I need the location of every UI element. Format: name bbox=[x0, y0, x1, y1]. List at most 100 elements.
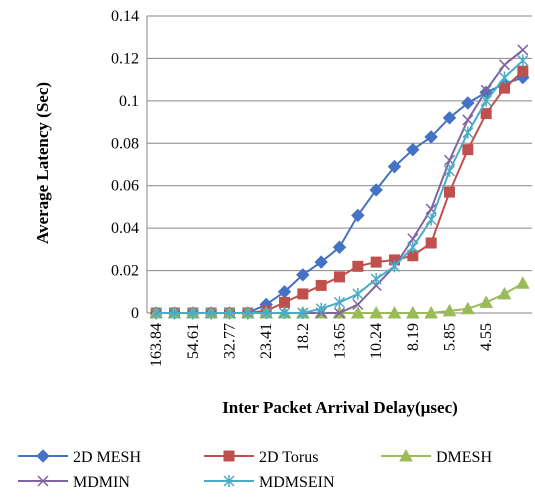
data-point-2d-torus bbox=[315, 279, 327, 291]
legend-label: 2D MESH bbox=[73, 449, 141, 466]
legend-marker bbox=[223, 475, 235, 487]
data-point-mdmsein bbox=[297, 307, 309, 319]
data-point-mdmsein bbox=[370, 273, 382, 286]
data-point-2d-mesh bbox=[406, 142, 420, 157]
x-tick-label: 163.84 bbox=[148, 323, 165, 367]
legend-marker bbox=[36, 449, 50, 463]
data-point-2d-mesh bbox=[296, 268, 310, 282]
x-tick-label: 32.77 bbox=[222, 323, 239, 359]
legend-item-2d-torus: 2D Torus bbox=[204, 449, 318, 466]
x-tick-label: 18.2 bbox=[295, 323, 312, 351]
data-point-2d-torus bbox=[517, 65, 529, 77]
legend: 2D MESH 2D Torus DMESH MDMIN MDMSEIN bbox=[18, 448, 492, 491]
data-point-mdmsein bbox=[517, 54, 529, 67]
legend-marker bbox=[399, 448, 413, 462]
x-tick-label: 10.24 bbox=[368, 323, 385, 359]
y-tick-label: 0.02 bbox=[111, 263, 139, 280]
y-tick-label: 0.04 bbox=[111, 220, 139, 237]
y-axis-title: Average Latency (Sec) bbox=[33, 82, 52, 244]
data-point-dmesh bbox=[387, 305, 402, 319]
data-point-2d-torus bbox=[425, 237, 437, 249]
data-point-mdmin bbox=[480, 84, 492, 96]
legend-item-mdmin: MDMIN bbox=[18, 474, 130, 491]
gridlines bbox=[147, 15, 532, 314]
data-point-2d-torus bbox=[297, 288, 309, 300]
data-point-mdmsein bbox=[168, 307, 181, 319]
data-point-2d-torus bbox=[480, 108, 492, 120]
data-point-2d-mesh bbox=[314, 255, 328, 269]
y-tick-label: 0.08 bbox=[111, 135, 139, 152]
data-point-mdmin bbox=[352, 298, 364, 311]
data-point-mdmsein bbox=[205, 307, 217, 319]
legend-marker bbox=[223, 450, 235, 462]
data-point-dmesh bbox=[350, 305, 365, 319]
x-tick-label: 5.85 bbox=[442, 323, 459, 351]
data-point-dmesh bbox=[442, 303, 457, 317]
y-tick-label: 0.12 bbox=[111, 50, 139, 67]
data-point-mdmsein bbox=[462, 126, 474, 139]
data-point-mdmsein bbox=[498, 71, 511, 84]
series-group bbox=[149, 44, 530, 320]
data-point-mdmin bbox=[498, 59, 511, 71]
data-point-mdmsein bbox=[480, 94, 492, 107]
data-point-mdmin bbox=[462, 114, 474, 126]
y-tick-label: 0 bbox=[131, 305, 139, 322]
data-point-mdmsein bbox=[333, 296, 346, 309]
y-tick-label: 0.06 bbox=[111, 178, 139, 195]
data-point-2d-mesh bbox=[442, 111, 457, 125]
x-tick-labels: 163.84 54.61 32.77 23.41 18.2 13.65 10.24 8.19 5… bbox=[148, 323, 495, 367]
x-tick-label: 4.55 bbox=[478, 323, 495, 351]
data-point-mdmsein bbox=[352, 287, 364, 300]
data-point-2d-mesh bbox=[461, 96, 475, 110]
data-point-2d-torus bbox=[279, 296, 290, 308]
data-point-mdmsein bbox=[278, 307, 291, 319]
data-point-2d-mesh bbox=[332, 240, 347, 254]
data-point-dmesh bbox=[424, 305, 439, 319]
data-point-dmesh bbox=[369, 305, 384, 319]
data-point-mdmsein bbox=[388, 260, 401, 273]
data-point-dmesh bbox=[497, 286, 512, 300]
data-point-dmesh bbox=[405, 305, 420, 319]
data-point-mdmsein bbox=[150, 307, 162, 319]
data-point-mdmin bbox=[517, 44, 529, 56]
data-point-2d-torus bbox=[499, 82, 510, 94]
x-tick-label: 54.61 bbox=[185, 323, 202, 359]
data-point-mdmsein bbox=[443, 164, 456, 177]
data-point-mdmsein bbox=[242, 307, 254, 319]
data-point-2d-torus bbox=[370, 256, 382, 268]
data-point-2d-torus bbox=[462, 144, 474, 156]
legend-marker bbox=[37, 475, 49, 487]
data-point-mdmin bbox=[333, 307, 346, 319]
axes bbox=[146, 16, 532, 314]
data-point-2d-torus bbox=[352, 260, 364, 272]
legend-label: DMESH bbox=[436, 449, 492, 466]
legend-item-dmesh: DMESH bbox=[381, 448, 492, 466]
data-point-mdmsein bbox=[425, 213, 437, 226]
series-mdmsein bbox=[150, 54, 529, 319]
legend-label: MDMSEIN bbox=[259, 474, 335, 491]
data-point-mdmsein bbox=[260, 307, 272, 319]
data-point-mdmsein bbox=[187, 307, 199, 319]
data-point-dmesh bbox=[479, 295, 494, 308]
data-point-2d-torus bbox=[334, 271, 345, 283]
y-tick-label: 0.1 bbox=[119, 93, 139, 110]
x-tick-label: 8.19 bbox=[405, 323, 422, 351]
y-tick-label: 0.14 bbox=[111, 8, 139, 25]
data-point-2d-mesh bbox=[351, 208, 365, 223]
data-point-mdmsein bbox=[315, 302, 327, 315]
y-tick-labels: 0 0.02 0.04 0.06 0.08 0.1 0.12 0.14 bbox=[111, 8, 139, 322]
data-point-2d-mesh bbox=[424, 130, 438, 144]
data-point-dmesh bbox=[460, 301, 475, 315]
data-point-mdmsein bbox=[407, 241, 419, 254]
data-point-2d-mesh bbox=[369, 183, 383, 197]
legend-item-mdmsein: MDMSEIN bbox=[204, 474, 335, 491]
legend-label: MDMIN bbox=[73, 474, 130, 491]
x-tick-label: 23.41 bbox=[258, 323, 275, 359]
x-tick-label: 13.65 bbox=[332, 323, 349, 359]
x-axis-title: Inter Packet Arrival Delay(µsec) bbox=[222, 398, 458, 417]
data-point-2d-mesh bbox=[387, 159, 402, 174]
legend-label: 2D Torus bbox=[259, 449, 318, 466]
data-point-dmesh bbox=[515, 276, 530, 289]
legend-item-2d-mesh: 2D MESH bbox=[18, 449, 141, 466]
